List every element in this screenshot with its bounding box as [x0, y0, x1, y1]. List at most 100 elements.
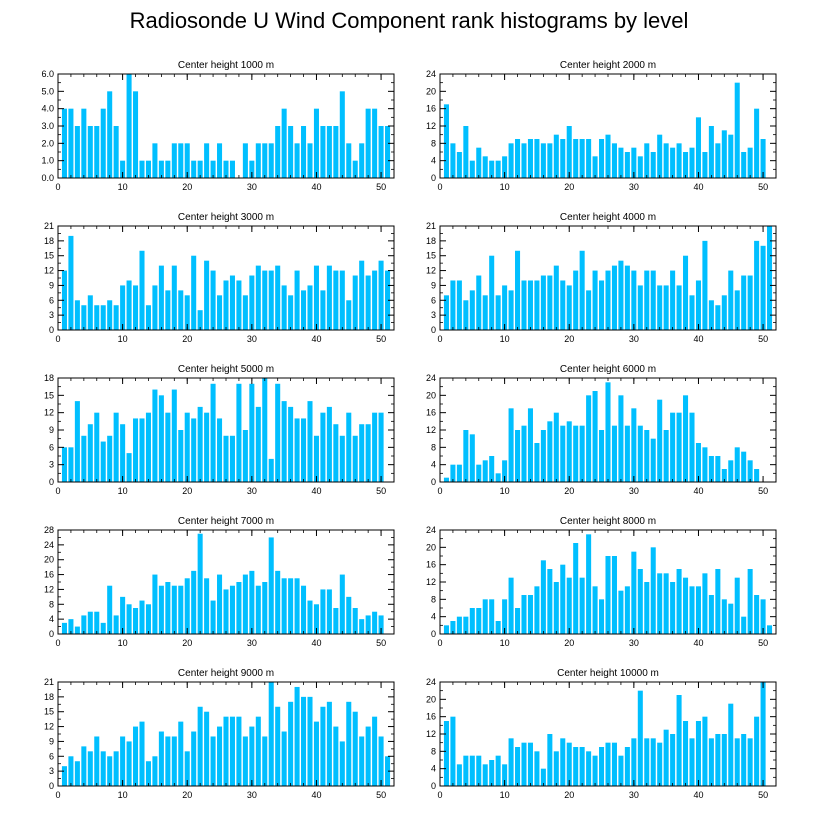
bar	[171, 389, 177, 482]
x-tick-label: 0	[437, 486, 442, 496]
bar	[469, 160, 475, 178]
bar	[527, 408, 533, 482]
bar	[171, 736, 177, 786]
bar	[599, 430, 605, 482]
bar	[61, 270, 67, 330]
bar	[502, 156, 508, 178]
bar	[152, 756, 158, 786]
bar	[352, 435, 358, 482]
bar	[605, 382, 611, 482]
bar	[365, 275, 371, 330]
y-tick-label: 28	[44, 525, 54, 535]
bar	[644, 738, 650, 786]
bar	[301, 126, 307, 178]
bar	[74, 126, 80, 178]
y-tick-label: 8	[431, 138, 436, 148]
bar	[320, 706, 326, 786]
bar	[560, 564, 566, 634]
y-tick-label: 12	[426, 266, 436, 276]
bar	[320, 126, 326, 178]
bar	[229, 716, 235, 786]
x-tick-label: 30	[247, 486, 257, 496]
bar	[573, 747, 579, 786]
bar	[741, 734, 747, 786]
bar	[450, 280, 456, 330]
bar	[721, 130, 727, 178]
bar	[249, 726, 255, 786]
bar	[126, 74, 132, 178]
panel-title: Center height 6000 m	[560, 364, 656, 375]
y-tick-label: 0	[431, 781, 436, 791]
bar	[495, 755, 501, 786]
bar	[631, 738, 637, 786]
bar	[320, 412, 326, 482]
x-tick-label: 10	[118, 638, 128, 648]
bar	[443, 295, 449, 330]
bar	[663, 430, 669, 482]
bar	[495, 621, 501, 634]
bar	[663, 729, 669, 786]
bar	[217, 295, 223, 330]
x-tick-label: 20	[564, 334, 574, 344]
bar	[469, 755, 475, 786]
panel-title: Center height 4000 m	[560, 212, 656, 223]
bar	[644, 582, 650, 634]
bar	[695, 443, 701, 482]
y-tick-label: 21	[44, 221, 54, 231]
bar	[443, 625, 449, 634]
x-tick-label: 10	[118, 182, 128, 192]
bar	[650, 152, 656, 178]
bar	[120, 285, 126, 330]
bar	[68, 235, 74, 330]
y-tick-label: 4	[431, 612, 436, 622]
bar	[120, 424, 126, 482]
y-tick-label: 0	[431, 629, 436, 639]
bar	[113, 751, 119, 786]
bar	[158, 395, 164, 482]
bar	[126, 280, 132, 330]
bar	[191, 160, 197, 178]
bar	[611, 143, 617, 178]
bar	[702, 447, 708, 482]
bar	[61, 622, 67, 634]
y-tick-label: 16	[426, 104, 436, 114]
bar	[689, 147, 695, 178]
bar	[560, 280, 566, 330]
bar	[210, 383, 216, 482]
bar	[242, 430, 248, 482]
y-tick-label: 2.0	[41, 138, 54, 148]
bar	[184, 143, 190, 178]
x-tick-label: 30	[629, 638, 639, 648]
bar	[521, 143, 527, 178]
bar	[747, 738, 753, 786]
y-tick-label: 12	[44, 584, 54, 594]
bar	[68, 619, 74, 634]
x-tick-label: 0	[55, 182, 60, 192]
bar	[249, 275, 255, 330]
bar	[657, 399, 663, 482]
x-tick-label: 0	[55, 638, 60, 648]
bar	[204, 412, 210, 482]
bar	[708, 595, 714, 634]
bar	[624, 586, 630, 634]
bar	[508, 408, 514, 482]
y-tick-label: 5.0	[41, 86, 54, 96]
bar	[547, 275, 553, 330]
bar	[139, 160, 145, 178]
bar	[599, 747, 605, 786]
bar	[715, 734, 721, 786]
bar	[152, 285, 158, 330]
bar	[566, 126, 572, 178]
bar	[385, 126, 391, 178]
bar	[624, 265, 630, 330]
bar	[262, 378, 268, 482]
bar	[61, 447, 67, 482]
y-tick-label: 21	[426, 221, 436, 231]
bar	[747, 147, 753, 178]
panel-title: Center height 2000 m	[560, 60, 656, 71]
bar	[255, 143, 261, 178]
y-tick-label: 0	[431, 173, 436, 183]
bar	[133, 726, 139, 786]
bar	[534, 751, 540, 786]
bar	[702, 240, 708, 330]
